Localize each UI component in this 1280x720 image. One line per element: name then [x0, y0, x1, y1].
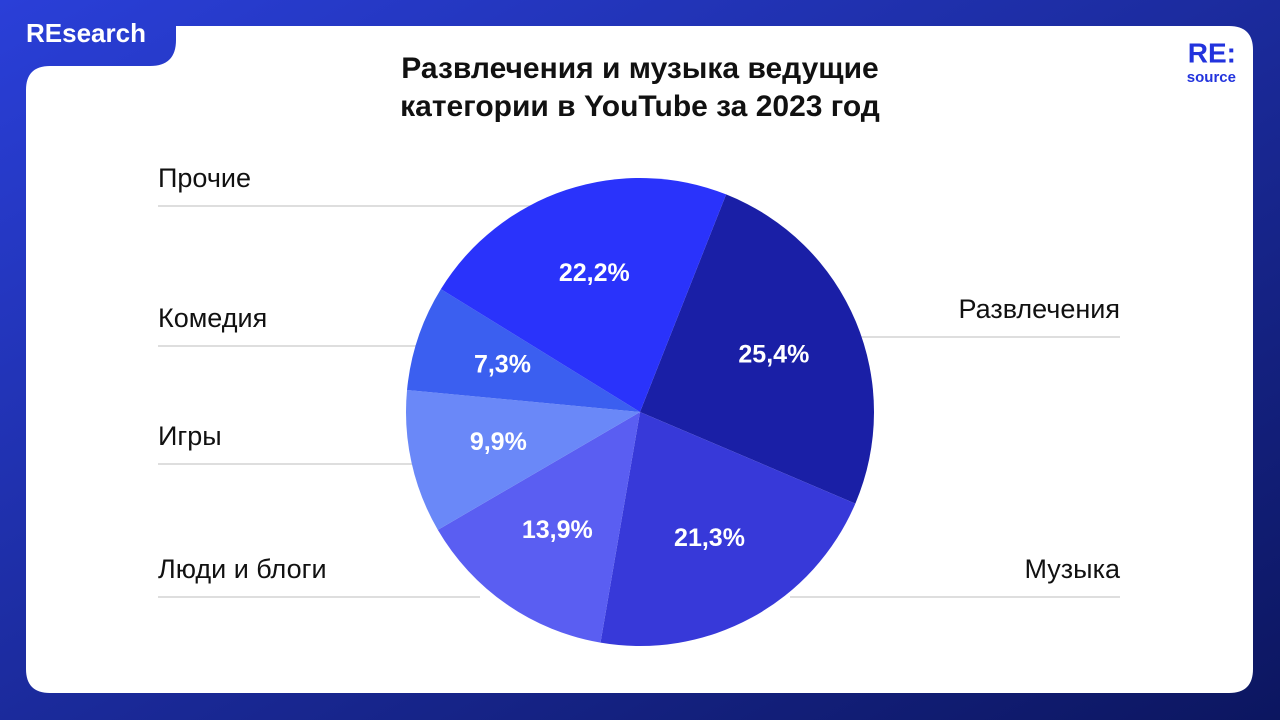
pie-slice — [406, 389, 640, 530]
pie-slice — [600, 412, 856, 646]
legend-label: Прочие — [158, 163, 251, 193]
logo-main: RE: — [1188, 37, 1236, 68]
legend-label: Развлечения — [959, 294, 1121, 324]
chart-title: Развлечения и музыка ведущие категории в… — [400, 52, 880, 123]
value-label: 9,9% — [470, 428, 527, 456]
value-label: 7,3% — [474, 350, 531, 378]
legend-label: Комедия — [158, 303, 267, 333]
pie-slice — [437, 412, 640, 643]
pie-slice — [640, 194, 874, 504]
legend-label: Музыка — [1024, 554, 1120, 584]
pie-slice — [407, 289, 640, 412]
legend-label: Люди и блоги — [158, 554, 327, 584]
value-label: 13,9% — [522, 516, 593, 544]
value-label: 22,2% — [559, 259, 630, 287]
logo-sub: source — [1187, 69, 1236, 86]
pie-slice — [440, 178, 727, 412]
value-label: 25,4% — [738, 341, 809, 369]
legend-label: Игры — [158, 421, 222, 451]
value-label: 21,3% — [674, 524, 745, 552]
brand: REsearch — [26, 18, 146, 48]
